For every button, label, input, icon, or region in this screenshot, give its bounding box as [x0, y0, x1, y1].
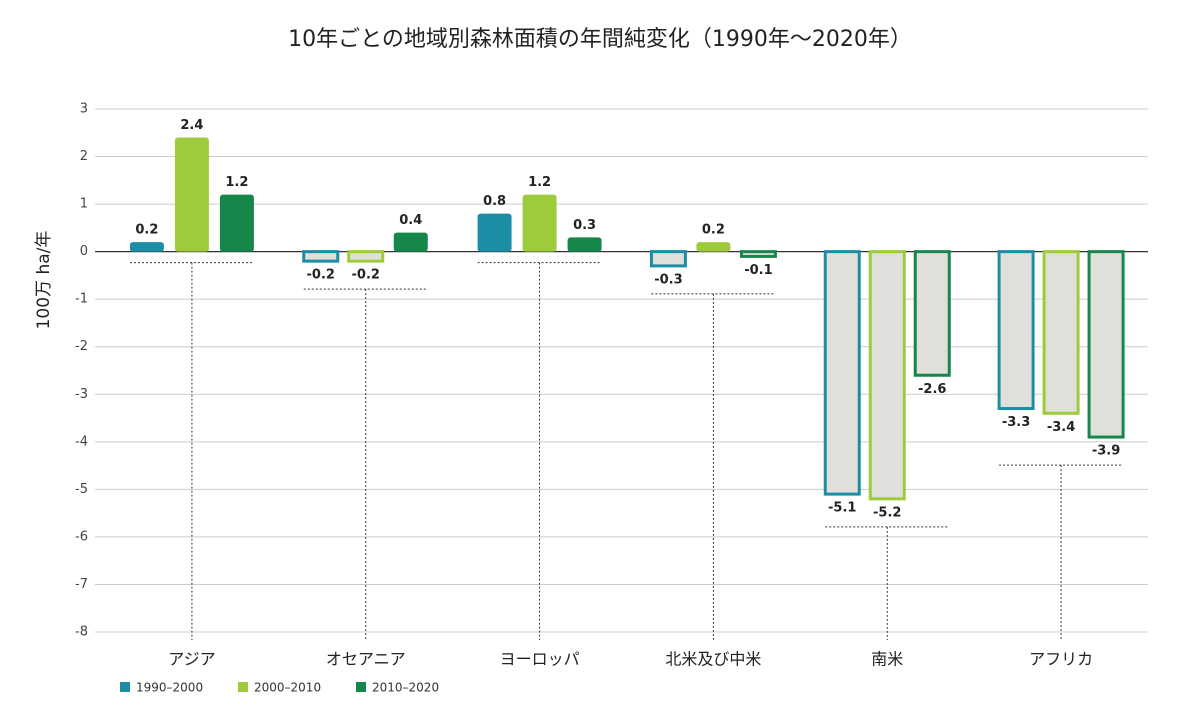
y-tick-label: 0 — [80, 244, 88, 259]
value-label: -2.6 — [918, 382, 946, 397]
chart-title: 10年ごとの地域別森林面積の年間純変化（1990年～2020年） — [288, 27, 912, 52]
x-tick-label: アフリカ — [1029, 650, 1093, 669]
bar — [868, 250, 906, 501]
value-label: 0.2 — [702, 223, 725, 238]
value-label: -3.9 — [1092, 444, 1120, 459]
legend-swatch — [356, 682, 366, 692]
value-label: 0.2 — [135, 223, 158, 238]
value-label: -0.2 — [352, 268, 380, 283]
y-tick-label: 1 — [80, 197, 88, 212]
bar — [1087, 250, 1125, 439]
bar — [477, 213, 512, 252]
y-tick-label: 2 — [80, 149, 88, 164]
y-tick-label: -1 — [75, 292, 88, 307]
y-tick-label: -2 — [75, 339, 88, 354]
y-tick-label: -7 — [75, 577, 88, 592]
bar — [393, 232, 428, 252]
legend-label: 2010–2020 — [372, 681, 439, 695]
x-tick-label: オセアニア — [326, 650, 406, 669]
value-label: -0.3 — [654, 272, 682, 287]
value-label: -5.2 — [873, 505, 901, 520]
bar — [997, 250, 1035, 411]
value-label: -3.3 — [1002, 415, 1030, 430]
value-label: 0.3 — [573, 218, 596, 233]
value-label: 1.2 — [225, 175, 248, 190]
x-tick-label: 南米 — [871, 650, 903, 669]
value-label: -0.2 — [307, 268, 335, 283]
y-tick-label: -6 — [75, 529, 88, 544]
legend-swatch — [120, 682, 130, 692]
bar — [174, 137, 209, 252]
legend-label: 1990–2000 — [136, 681, 203, 695]
value-label: 2.4 — [180, 118, 203, 133]
bar — [302, 250, 340, 263]
legend-swatch — [238, 682, 248, 692]
y-tick-label: -4 — [75, 434, 88, 449]
y-tick-label: -8 — [75, 625, 88, 640]
value-label: -5.1 — [828, 501, 856, 516]
y-tick-label: 3 — [80, 102, 88, 117]
value-label: -0.1 — [744, 263, 772, 278]
bar — [739, 250, 777, 258]
y-tick-label: -5 — [75, 482, 88, 497]
bar — [347, 250, 385, 263]
x-tick-label: 北米及び中米 — [665, 650, 761, 669]
bar — [219, 194, 254, 252]
legend-label: 2000–2010 — [254, 681, 321, 695]
bar — [522, 194, 557, 252]
value-label: 1.2 — [528, 175, 551, 190]
value-label: -3.4 — [1047, 420, 1075, 435]
bar — [1042, 250, 1080, 415]
value-label: 0.4 — [399, 213, 422, 228]
y-axis-label: 100万 ha/年 — [34, 231, 54, 330]
x-tick-label: ヨーロッパ — [500, 650, 580, 669]
bar — [823, 250, 861, 496]
x-tick-label: アジア — [168, 650, 215, 669]
bar — [649, 250, 687, 268]
bar — [696, 242, 731, 252]
y-tick-label: -3 — [75, 387, 88, 402]
value-label: 0.8 — [483, 194, 506, 209]
bar — [567, 237, 602, 252]
bar — [913, 250, 951, 377]
bar — [129, 242, 164, 252]
